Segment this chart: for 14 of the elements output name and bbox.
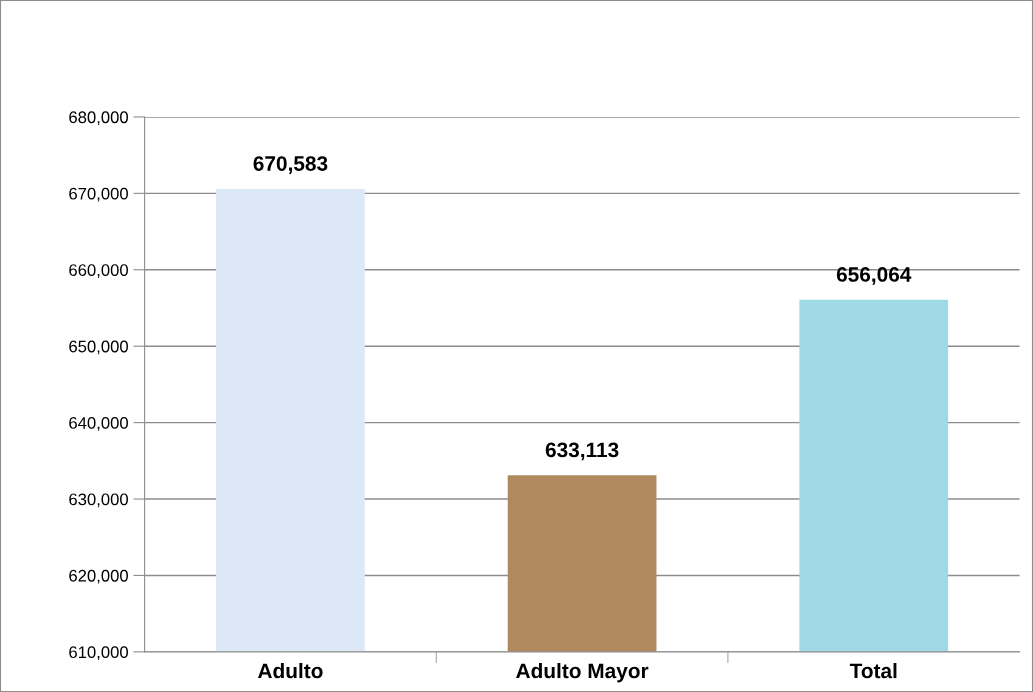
x-tick-label: Adulto Mayor	[516, 662, 649, 683]
data-label: 670,583	[253, 156, 328, 174]
data-label: 656,064	[836, 267, 912, 285]
data-label: 633,113	[545, 442, 619, 461]
x-tick-label: Total	[849, 662, 897, 679]
y-tick-label: 650,000	[69, 340, 128, 355]
y-tick-label: 660,000	[69, 264, 128, 278]
y-tick-label: 640,000	[69, 417, 128, 431]
y-tick-label: 610,000	[69, 646, 128, 661]
y-tick-label: 630,000	[69, 493, 128, 508]
y-tick-label: 680,000	[69, 111, 128, 126]
y-tick-label: 670,000	[69, 187, 128, 202]
y-tick-label: 620,000	[69, 569, 128, 584]
x-tick-label: Adulto	[257, 662, 323, 679]
